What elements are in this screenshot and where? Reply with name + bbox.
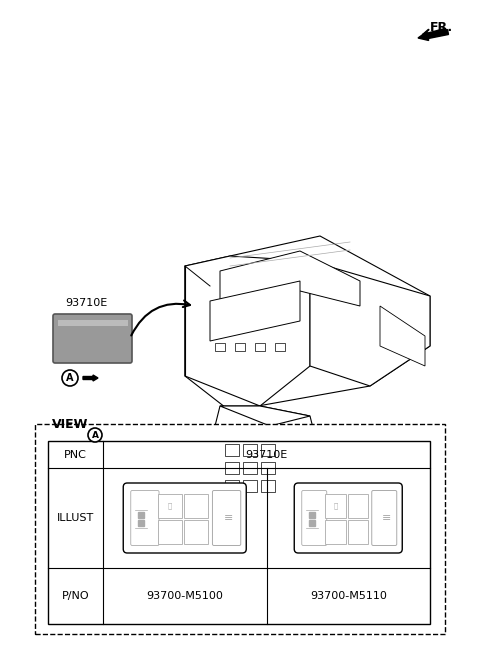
Bar: [158, 494, 182, 518]
Text: ILLUST: ILLUST: [57, 513, 94, 523]
Text: A: A: [66, 373, 74, 383]
Text: A: A: [92, 430, 98, 440]
Text: 93700-M5100: 93700-M5100: [146, 591, 223, 601]
Bar: [35, 424, 445, 634]
FancyBboxPatch shape: [302, 491, 327, 546]
Text: 🔒: 🔒: [168, 502, 172, 509]
Bar: [261, 480, 275, 492]
FancyBboxPatch shape: [294, 483, 402, 553]
FancyBboxPatch shape: [372, 491, 397, 546]
Bar: [255, 343, 265, 351]
Bar: [243, 462, 257, 474]
Text: ≡: ≡: [224, 513, 233, 523]
FancyArrowPatch shape: [131, 300, 190, 335]
Polygon shape: [210, 281, 300, 341]
Bar: [48, 441, 430, 624]
Text: ≡: ≡: [382, 513, 391, 523]
Bar: [325, 494, 346, 518]
Bar: [348, 494, 368, 518]
FancyBboxPatch shape: [213, 491, 241, 546]
Bar: [225, 480, 239, 492]
Bar: [235, 343, 245, 351]
FancyArrow shape: [83, 375, 98, 381]
Text: 93710E: 93710E: [65, 298, 107, 308]
Bar: [348, 520, 368, 544]
Bar: [261, 462, 275, 474]
Bar: [275, 343, 285, 351]
Bar: [325, 520, 346, 544]
Polygon shape: [220, 251, 360, 306]
Polygon shape: [220, 406, 310, 426]
Circle shape: [62, 370, 78, 386]
Bar: [184, 494, 208, 518]
FancyBboxPatch shape: [53, 314, 132, 363]
FancyArrow shape: [418, 30, 448, 41]
Polygon shape: [200, 406, 280, 586]
Bar: [243, 480, 257, 492]
FancyBboxPatch shape: [123, 483, 246, 553]
FancyBboxPatch shape: [131, 491, 159, 546]
Polygon shape: [185, 256, 310, 406]
Text: 93710E: 93710E: [245, 449, 288, 459]
Bar: [243, 444, 257, 456]
Bar: [225, 462, 239, 474]
Polygon shape: [380, 306, 425, 366]
Bar: [261, 444, 275, 456]
Bar: [225, 444, 239, 456]
Text: VIEW: VIEW: [52, 418, 88, 431]
Text: P/NO: P/NO: [62, 591, 89, 601]
Bar: [215, 343, 225, 351]
Circle shape: [88, 428, 102, 442]
Text: PNC: PNC: [64, 449, 87, 459]
Polygon shape: [260, 406, 330, 576]
Polygon shape: [185, 236, 430, 411]
Bar: [184, 520, 208, 544]
Text: 🔒: 🔒: [334, 502, 337, 509]
Text: 93700-M5110: 93700-M5110: [310, 591, 387, 601]
Polygon shape: [310, 261, 430, 386]
Bar: [158, 520, 182, 544]
Bar: [58, 320, 128, 326]
Text: FR.: FR.: [430, 21, 453, 34]
